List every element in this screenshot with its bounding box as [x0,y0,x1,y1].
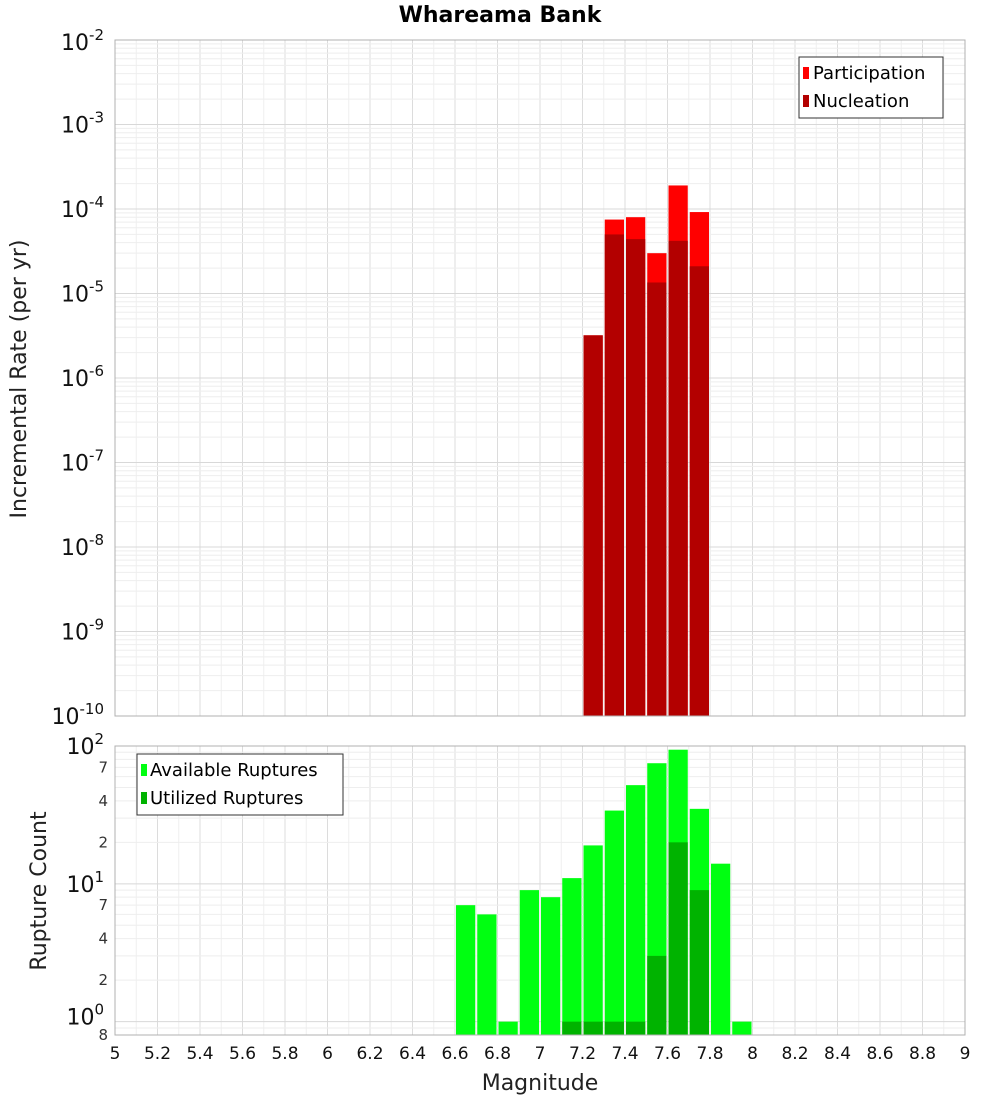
x-axis-ticks: 5 5.2 5.4 5.6 5.8 6 6.2 6.4 6.6 6.8 7 7.2 7.4 7.6 7.8 8… [110,1044,971,1064]
x-tick-label: 6.4 [399,1044,426,1064]
bottom-y-axis-ticks: 100 101 102 8 2 4 7 2 4 7 [66,730,108,1044]
x-tick-label: 7.4 [611,1044,638,1064]
bar-nucleation [583,335,603,716]
x-tick-label: 5.8 [271,1044,298,1064]
y-tick-label: 10-8 [61,531,104,561]
x-tick-label: 6.6 [441,1044,468,1064]
x-tick-label: 5 [110,1044,121,1064]
bar-utilized-ruptures [689,890,709,1035]
bottom-legend: Available Ruptures Utilized Ruptures [136,753,344,816]
bar-available-ruptures [732,1021,752,1035]
y-minor-tick-label: 4 [98,930,108,948]
bar-nucleation [668,240,688,716]
top-y-axis-ticks: 10-10 10-9 10-8 10-7 10-6 10-5 10-4 10-3 10-2 [52,26,105,730]
top-plot-frame [114,39,966,717]
x-tick-label: 6 [322,1044,333,1064]
x-tick-label: 7.6 [654,1044,681,1064]
x-tick-label: 8.2 [781,1044,808,1064]
bottom-plot-bars [456,749,752,1035]
bar-nucleation [689,266,709,716]
bar-available-ruptures [498,1021,518,1035]
bottom-y-axis-label: Rupture Count [27,811,52,971]
y-tick-label: 10-2 [61,26,104,56]
y-minor-tick-label: 8 [98,1026,108,1044]
x-tick-label: 6.2 [356,1044,383,1064]
bar-available-ruptures [477,914,497,1035]
y-tick-label: 10-4 [61,193,104,223]
y-tick-label: 10-7 [61,447,104,477]
nucleation-swatch [803,95,809,107]
top-legend-frame [798,56,944,119]
top-y-axis-label: Incremental Rate (per yr) [7,240,32,519]
y-tick-label: 101 [66,868,104,898]
bar-available-ruptures [519,890,539,1035]
bar-available-ruptures [604,810,624,1035]
x-tick-label: 8.6 [866,1044,893,1064]
x-tick-label: 5.4 [186,1044,213,1064]
top-legend: Participation Nucleation [798,56,944,119]
participation-swatch [803,67,809,79]
x-tick-label: 5.6 [229,1044,256,1064]
y-tick-label: 10-5 [61,278,104,308]
bar-available-ruptures [626,785,646,1035]
bar-nucleation [626,239,646,717]
legend-utilized-ruptures: Utilized Ruptures [150,788,303,809]
y-minor-tick-label: 2 [98,971,108,989]
y-minor-tick-label: 7 [98,896,108,914]
bar-available-ruptures [541,897,561,1035]
x-tick-label: 6.8 [484,1044,511,1064]
bar-utilized-ruptures [647,955,667,1035]
chart-title: Whareama Bank [399,3,603,28]
x-tick-label: 8.4 [824,1044,851,1064]
bar-available-ruptures [562,878,582,1035]
y-minor-tick-label: 4 [98,792,108,810]
bar-available-ruptures [456,905,476,1035]
y-tick-label: 10-3 [61,109,104,139]
bottom-plot-frame [114,745,966,1036]
x-tick-label: 8 [747,1044,758,1064]
x-tick-label: 7.2 [569,1044,596,1064]
y-tick-label: 10-9 [61,616,104,646]
x-tick-label: 7.8 [696,1044,723,1064]
x-tick-label: 8.8 [909,1044,936,1064]
top-plot-bars [583,185,709,717]
bottom-legend-frame [136,753,344,816]
legend-participation: Participation [813,63,925,84]
y-tick-label: 10-10 [52,700,105,730]
bar-utilized-ruptures [626,1021,646,1035]
x-tick-label: 9 [960,1044,971,1064]
bar-utilized-ruptures [668,842,688,1035]
x-tick-label: 7 [535,1044,546,1064]
bar-available-ruptures [711,863,731,1035]
bar-utilized-ruptures [604,1021,624,1035]
y-minor-tick-label: 7 [98,758,108,776]
available-ruptures-swatch [141,764,147,776]
bar-utilized-ruptures [562,1021,582,1035]
top-plot-grid [114,39,966,717]
utilized-ruptures-swatch [141,792,147,804]
bar-utilized-ruptures [583,1021,603,1035]
y-tick-label: 102 [66,730,104,760]
bar-available-ruptures [583,845,603,1035]
bar-nucleation [647,282,667,716]
legend-available-ruptures: Available Ruptures [150,760,318,781]
x-axis-label: Magnitude [482,1071,599,1096]
x-tick-label: 5.2 [144,1044,171,1064]
legend-nucleation: Nucleation [813,91,909,112]
y-minor-tick-label: 2 [98,833,108,851]
y-tick-label: 10-6 [61,362,104,392]
bar-nucleation [604,234,624,717]
y-tick-label: 100 [66,1001,104,1031]
